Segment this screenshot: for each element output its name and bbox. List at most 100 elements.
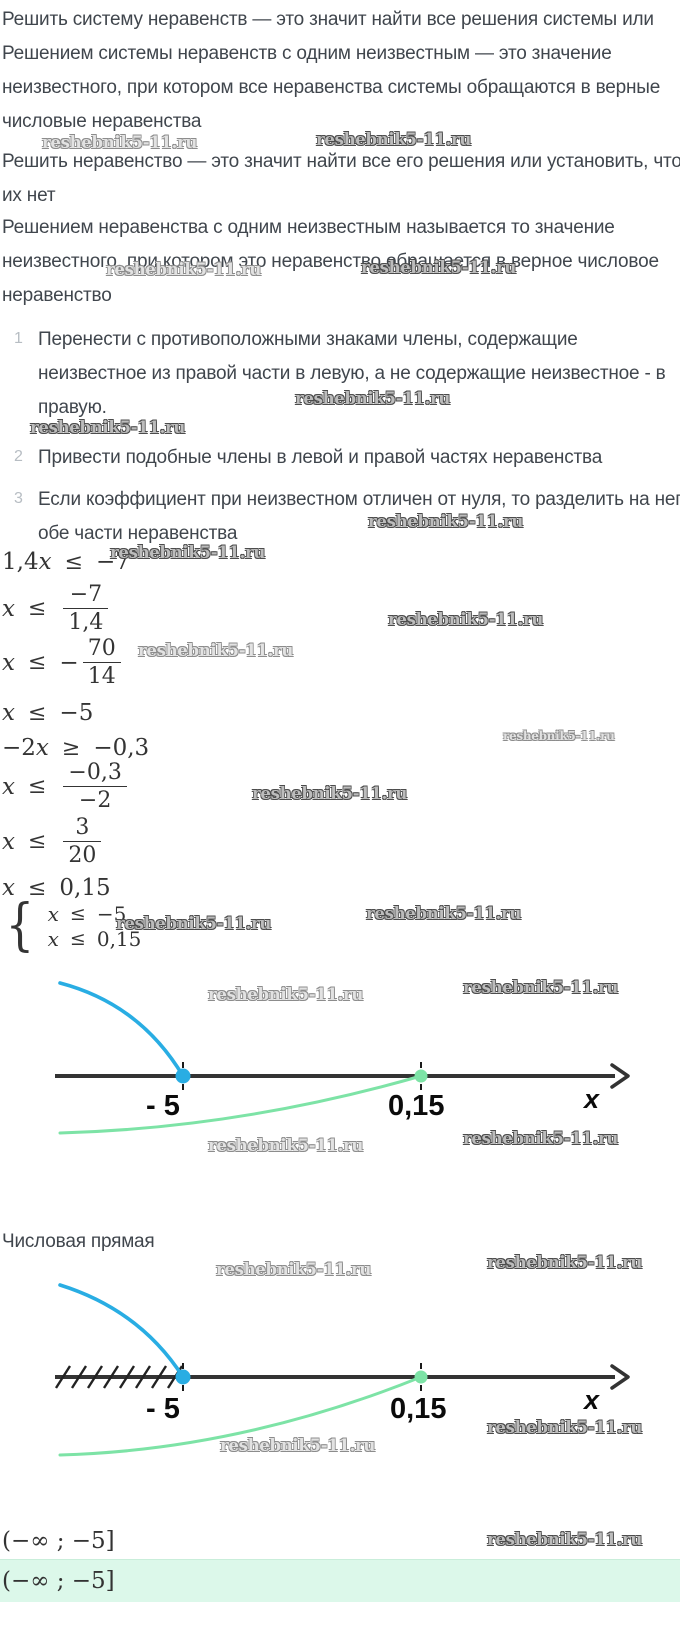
variable: x xyxy=(2,700,15,726)
variable: x xyxy=(2,828,15,855)
point-label-minus5: - 5 xyxy=(146,1090,180,1122)
variable: x xyxy=(38,549,52,575)
watermark-text: reshebnik5-11.ru xyxy=(316,130,472,149)
watermark-text: reshebnik5-11.ru xyxy=(42,133,198,152)
paragraph-line: Решить систему неравенств — это значит н… xyxy=(2,9,654,30)
step-text-line: правую. xyxy=(38,397,107,418)
rhs-value: −0,3 xyxy=(93,735,150,761)
point-dot-green xyxy=(414,1370,428,1384)
fraction: 3 20 xyxy=(63,815,102,869)
watermark-text: reshebnik5-11.ru xyxy=(138,641,294,660)
watermark-text: reshebnik5-11.ru xyxy=(106,260,262,279)
coefficient: −2 xyxy=(2,735,36,761)
inequality-line: 1,4 x ≤ −7 xyxy=(2,549,130,575)
watermark-text: reshebnik5-11.ru xyxy=(295,389,451,408)
relation-sign: ≤ xyxy=(27,650,47,676)
fraction: −7 1,4 xyxy=(63,582,109,636)
variable: x xyxy=(2,773,15,800)
rhs-value: −5 xyxy=(96,901,127,926)
coefficient: 1,4 xyxy=(2,549,39,575)
point-label-015: 0,15 xyxy=(388,1090,445,1122)
variable: x xyxy=(35,735,49,761)
watermark-text: reshebnik5-11.ru xyxy=(361,258,517,277)
axis-label-x: x xyxy=(584,1385,600,1415)
inequality-line: x ≤ − 70 14 xyxy=(2,636,121,690)
inequality-line: −2 x ≥ −0,3 xyxy=(2,735,149,761)
relation-sign: ≥ xyxy=(61,735,81,761)
system-rows: x ≤ −5 x ≤ 0,15 xyxy=(48,901,142,952)
fraction-numerator: −0,3 xyxy=(63,760,127,788)
watermark-text: reshebnik5-11.ru xyxy=(366,904,522,923)
relation-sign: ≤ xyxy=(27,774,47,800)
rhs-value: 0,15 xyxy=(59,875,111,901)
number-line-svg xyxy=(54,1283,630,1457)
fraction-numerator: −7 xyxy=(63,582,109,610)
inequality-system: { x ≤ −5 x ≤ 0,15 xyxy=(2,893,142,958)
blue-curve xyxy=(58,981,185,1078)
fraction: −0,3 −2 xyxy=(63,760,127,814)
fraction-numerator: 3 xyxy=(63,815,102,843)
fraction-sign: − xyxy=(59,649,79,676)
point-label-minus5: - 5 xyxy=(146,1393,180,1425)
watermark-text: reshebnik5-11.ru xyxy=(388,610,544,629)
paragraph-line: их нет xyxy=(2,185,56,206)
fraction-numerator: 70 xyxy=(82,636,121,664)
paragraph-line: Решить неравенство — это значит найти вс… xyxy=(2,151,680,172)
rhs-value: −7 xyxy=(96,549,130,575)
green-curve xyxy=(58,1375,423,1457)
step-text-line: обе части неравенства xyxy=(38,523,238,544)
watermark-text: reshebnik5-11.ru xyxy=(216,1260,372,1279)
variable: x xyxy=(2,595,15,622)
point-label-015: 0,15 xyxy=(390,1393,447,1425)
fraction-denominator: 14 xyxy=(87,664,116,690)
relation-sign: ≤ xyxy=(69,902,86,925)
system-brace: { xyxy=(5,893,35,958)
inequality-line: x ≤ 0,15 xyxy=(2,875,111,901)
watermark-text: reshebnik5-11.ru xyxy=(487,1418,643,1437)
step-number: 3 xyxy=(14,490,23,507)
watermark-text: reshebnik5-11.ru xyxy=(503,729,615,743)
axis-arrowhead xyxy=(610,1364,630,1390)
rhs-value: −5 xyxy=(59,700,94,726)
relation-sign: ≤ xyxy=(27,829,47,855)
watermark-text: reshebnik5-11.ru xyxy=(220,1436,376,1455)
axis-arrowhead xyxy=(610,1063,630,1089)
watermark-text: reshebnik5-11.ru xyxy=(116,914,272,933)
fraction-denominator: 1,4 xyxy=(68,610,104,636)
paragraph-line: неравенство xyxy=(2,285,112,306)
inequality-line: x ≤ −5 xyxy=(2,700,93,726)
point-dot-green xyxy=(414,1069,428,1083)
step-text-line: Привести подобные члены в левой и правой… xyxy=(38,447,603,468)
step-text-line: Перенести с противоположными знаками чле… xyxy=(38,329,578,350)
relation-sign: ≤ xyxy=(64,549,83,575)
system-row: x ≤ −5 xyxy=(48,902,142,926)
step-text-line: Если коэффициент при неизвестном отличен… xyxy=(38,489,680,510)
watermark-text: reshebnik5-11.ru xyxy=(30,418,186,437)
step-number: 1 xyxy=(14,330,23,347)
watermark-text: reshebnik5-11.ru xyxy=(208,985,364,1004)
watermark-text: reshebnik5-11.ru xyxy=(463,978,619,997)
point-dot-blue xyxy=(175,1068,191,1084)
watermark-text: reshebnik5-11.ru xyxy=(368,512,524,531)
inequality-line: x ≤ −0,3 −2 xyxy=(2,760,127,814)
inequality-line: x ≤ −7 1,4 xyxy=(2,582,109,636)
number-line-diagram-2: - 5 0,15 x xyxy=(0,1255,680,1465)
variable: x xyxy=(2,649,15,676)
step-number: 2 xyxy=(14,448,23,465)
section-title: Числовая прямая xyxy=(2,1231,155,1252)
watermark-text: reshebnik5-11.ru xyxy=(487,1253,643,1272)
variable: x xyxy=(47,926,59,951)
axis-label-x: x xyxy=(584,1084,600,1114)
answer-interval-highlighted: (−∞ ; −5] xyxy=(2,1568,115,1594)
step-text-line: неизвестное из правой части в левую, а н… xyxy=(38,363,666,384)
paragraph-line: числовые неравенства xyxy=(2,111,202,132)
relation-sign: ≤ xyxy=(27,596,47,622)
green-curve xyxy=(58,1074,423,1135)
watermark-text: reshebnik5-11.ru xyxy=(110,543,266,562)
answer-interval: (−∞ ; −5] xyxy=(2,1528,115,1554)
blue-curve xyxy=(58,1283,185,1379)
variable: x xyxy=(2,875,15,901)
fraction-denominator: −2 xyxy=(78,788,112,814)
paragraph-line: неизвестного, при котором все неравенств… xyxy=(2,77,661,98)
